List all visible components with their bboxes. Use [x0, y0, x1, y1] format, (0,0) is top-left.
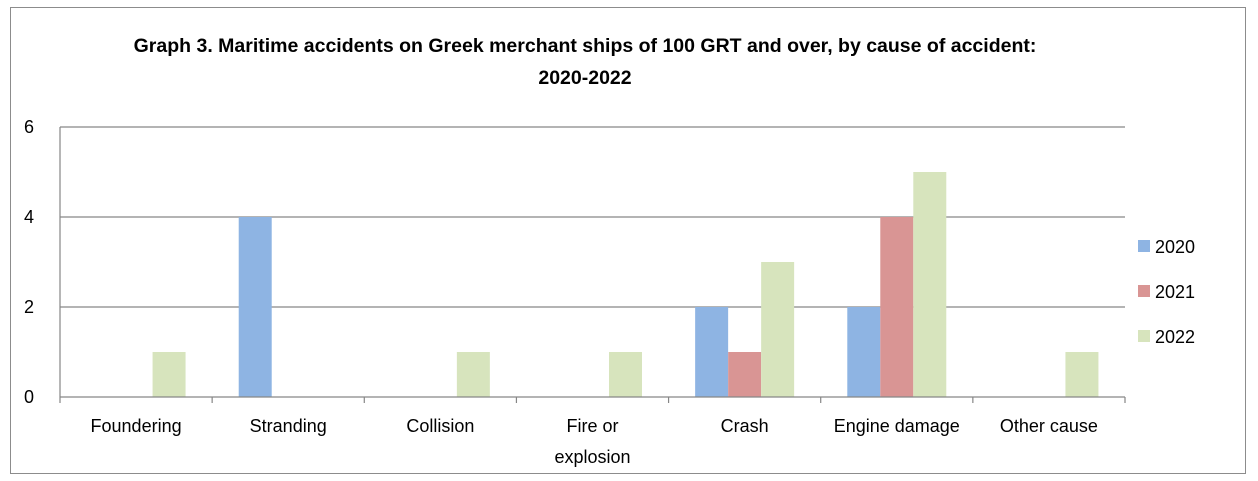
legend-label-2021: 2021 — [1155, 282, 1195, 302]
bar-2020-4 — [695, 307, 729, 397]
legend-label-2020: 2020 — [1155, 237, 1195, 257]
gridlines — [60, 126, 1125, 308]
bar-2022-0 — [152, 352, 186, 397]
legend-label-2022: 2022 — [1155, 327, 1195, 347]
bar-2022-4 — [761, 262, 795, 397]
axes: 0 2 4 6 Foundering Stranding Collision Fire or e… — [24, 117, 1126, 467]
x-category-label: Fire or — [566, 416, 618, 436]
x-category-label: explosion — [554, 447, 630, 467]
chart-title: Graph 3. Maritime accidents on Greek mer… — [133, 35, 1037, 89]
y-tick-label: 4 — [24, 207, 34, 227]
legend: 2020 2021 2022 — [1138, 237, 1195, 347]
bar-2022-6 — [1065, 352, 1099, 397]
y-tick-label: 0 — [24, 387, 34, 407]
x-category-label: Stranding — [250, 416, 327, 436]
x-category-label: Crash — [721, 416, 769, 436]
legend-swatch-2020 — [1138, 240, 1150, 252]
bar-2022-3 — [609, 352, 642, 397]
y-tick-label: 2 — [24, 297, 34, 317]
bar-2020-5 — [847, 307, 881, 397]
bars — [152, 172, 1099, 397]
bar-2021-5 — [880, 217, 914, 397]
bar-2020-1 — [238, 217, 272, 397]
bar-2021-4 — [728, 352, 762, 397]
bar-2022-5 — [913, 172, 947, 397]
legend-swatch-2021 — [1138, 285, 1150, 297]
bar-2022-2 — [456, 352, 490, 397]
x-category-label: Other cause — [1000, 416, 1098, 436]
x-category-label: Collision — [406, 416, 474, 436]
x-category-label: Engine damage — [834, 416, 960, 436]
x-category-label: Foundering — [91, 416, 182, 436]
legend-swatch-2022 — [1138, 330, 1150, 342]
y-tick-label: 6 — [24, 117, 34, 137]
